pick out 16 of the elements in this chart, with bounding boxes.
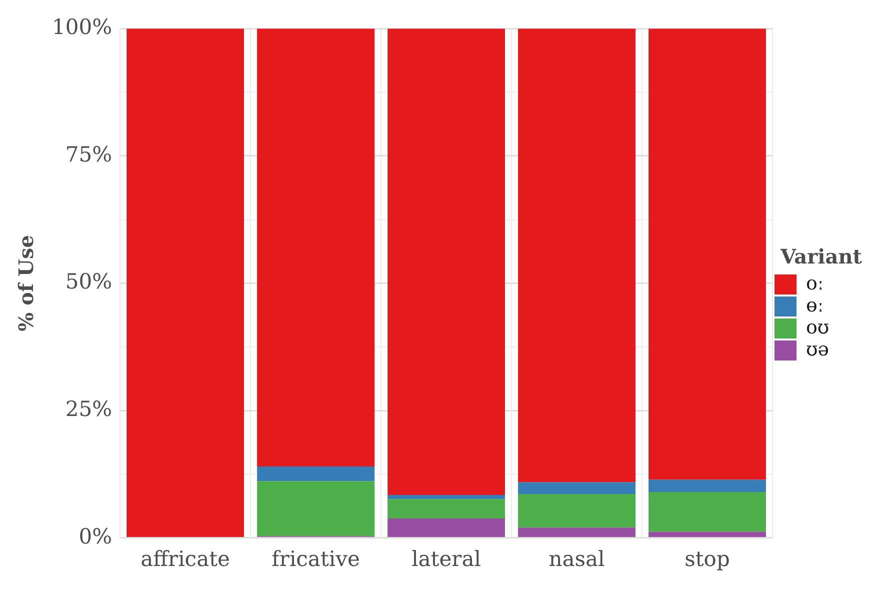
y-tick-label: 25% <box>65 396 112 421</box>
x-tick-label: nasal <box>548 546 606 571</box>
x-tick-label: lateral <box>412 546 482 571</box>
y-axis-title: % of Use <box>14 235 38 332</box>
legend-label: oː <box>806 272 824 294</box>
y-tick-label: 0% <box>78 524 112 548</box>
x-tick-label: stop <box>684 546 730 571</box>
x-tick-label: fricative <box>272 546 360 571</box>
x-tick-label: affricate <box>140 546 230 571</box>
y-tick-label: 75% <box>65 142 112 166</box>
legend-label: ʊə <box>806 338 830 360</box>
y-tick-label: 100% <box>52 15 112 40</box>
legend-title: Variant <box>779 244 863 269</box>
legend-label: oʊ <box>806 316 830 338</box>
y-tick-label: 50% <box>65 270 112 294</box>
legend-label: ɵː <box>806 294 824 316</box>
